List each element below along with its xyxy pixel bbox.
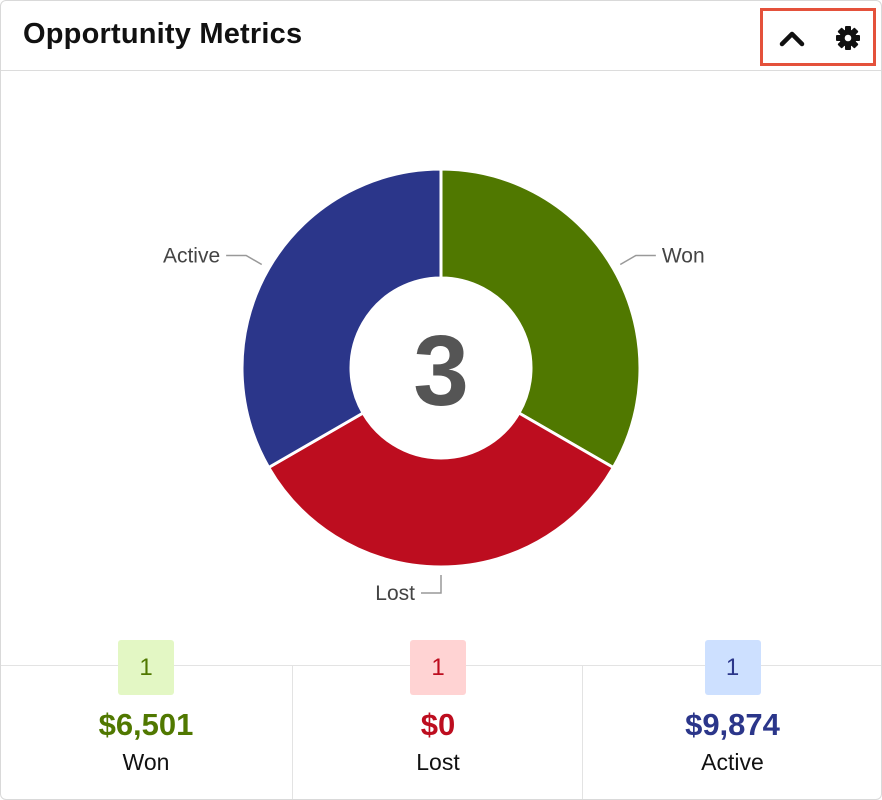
donut-chart: Won Lost Active 3 (163, 167, 705, 605)
dashlet-header: Opportunity Metrics (1, 1, 881, 71)
won-label: Won (122, 749, 170, 775)
chevron-up-icon (779, 31, 805, 47)
lost-count-badge: 1 (410, 640, 466, 695)
donut-center-total: 3 (413, 315, 469, 427)
slice-label-won: Won (662, 245, 705, 268)
stat-lost[interactable]: 1 $0 Lost (292, 640, 583, 799)
active-amount: $9,874 (685, 707, 780, 742)
active-count-badge: 1 (704, 640, 761, 695)
stat-active[interactable]: 1 $9,874 Active (582, 640, 881, 799)
leader-line-won (619, 254, 656, 266)
slice-label-lost: Lost (375, 582, 415, 605)
slice-active[interactable] (240, 167, 443, 470)
dashlet-actions (760, 8, 876, 66)
leader-line-active (226, 254, 263, 266)
collapse-button[interactable] (777, 23, 807, 53)
settings-button[interactable] (833, 23, 863, 53)
lost-label: Lost (416, 749, 460, 775)
lost-amount: $0 (420, 707, 456, 742)
slice-lost[interactable] (266, 410, 616, 569)
leader-line-lost (421, 575, 442, 594)
stat-won[interactable]: 1 $6,501 Won (1, 640, 291, 799)
won-count-badge: 1 (118, 640, 174, 695)
slice-label-active: Active (163, 245, 220, 268)
won-amount: $6,501 (98, 707, 194, 742)
stats-row: 1 $6,501 Won 1 $0 Lost 1 $9,874 Active (1, 640, 881, 799)
donut-chart-area: Won Lost Active 3 (1, 71, 881, 665)
gear-icon (836, 26, 860, 50)
active-label: Active (701, 749, 764, 775)
dashlet-title: Opportunity Metrics (23, 18, 303, 50)
slice-won[interactable] (439, 167, 642, 470)
